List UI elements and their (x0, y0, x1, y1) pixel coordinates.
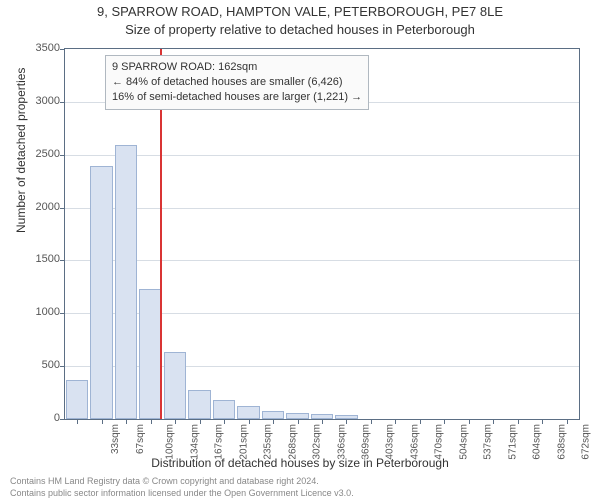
y-tick-label: 1000 (20, 306, 60, 318)
grid-line (65, 208, 579, 209)
chart-container: 9, SPARROW ROAD, HAMPTON VALE, PETERBORO… (0, 0, 600, 500)
y-tick-mark (60, 313, 65, 314)
x-tick-mark (77, 419, 78, 424)
x-tick-label: 537sqm (483, 424, 494, 460)
y-tick-mark (60, 49, 65, 50)
x-tick-label: 672sqm (581, 424, 592, 460)
x-tick-mark (151, 419, 152, 424)
x-tick-label: 235sqm (263, 424, 274, 460)
x-tick-label: 470sqm (434, 424, 445, 460)
y-tick-mark (60, 366, 65, 367)
x-tick-label: 268sqm (287, 424, 298, 460)
y-tick-mark (60, 419, 65, 420)
chart-subtitle: Size of property relative to detached ho… (0, 22, 600, 37)
annotation-box: 9 SPARROW ROAD: 162sqm ← 84% of detached… (105, 55, 369, 110)
chart-title-address: 9, SPARROW ROAD, HAMPTON VALE, PETERBORO… (0, 4, 600, 19)
y-tick-label: 500 (20, 359, 60, 371)
histogram-bar (66, 380, 89, 419)
x-tick-mark (126, 419, 127, 424)
x-tick-label: 403sqm (385, 424, 396, 460)
x-tick-label: 436sqm (410, 424, 421, 460)
x-tick-label: 638sqm (556, 424, 567, 460)
y-tick-label: 2500 (20, 148, 60, 160)
y-tick-mark (60, 208, 65, 209)
histogram-bar (139, 289, 162, 419)
plot-area: 9 SPARROW ROAD: 162sqm ← 84% of detached… (64, 48, 580, 420)
y-tick-label: 2000 (20, 201, 60, 213)
annotation-line1: 9 SPARROW ROAD: 162sqm (112, 60, 362, 75)
histogram-bar (90, 166, 113, 419)
x-tick-label: 302sqm (312, 424, 323, 460)
x-tick-label: 167sqm (214, 424, 225, 460)
y-tick-label: 0 (20, 412, 60, 424)
y-tick-label: 3000 (20, 95, 60, 107)
histogram-bar (188, 390, 211, 419)
x-tick-label: 369sqm (361, 424, 372, 460)
y-tick-mark (60, 102, 65, 103)
y-tick-label: 3500 (20, 42, 60, 54)
footer-copyright-2: Contains public sector information licen… (10, 488, 590, 498)
x-tick-label: 134sqm (189, 424, 200, 460)
x-tick-label: 504sqm (458, 424, 469, 460)
x-tick-label: 604sqm (532, 424, 543, 460)
annotation-line3: 16% of semi-detached houses are larger (… (112, 90, 362, 105)
x-tick-label: 336sqm (336, 424, 347, 460)
histogram-bar (213, 400, 236, 419)
histogram-bar (262, 411, 285, 419)
y-tick-mark (60, 260, 65, 261)
footer-copyright-1: Contains HM Land Registry data © Crown c… (10, 476, 590, 486)
x-tick-label: 100sqm (165, 424, 176, 460)
x-tick-label: 67sqm (135, 424, 146, 454)
x-tick-label: 571sqm (507, 424, 518, 460)
histogram-bar (237, 406, 260, 419)
x-tick-mark (102, 419, 103, 424)
x-tick-label: 201sqm (238, 424, 249, 460)
histogram-bar (115, 145, 138, 419)
grid-line (65, 155, 579, 156)
annotation-line2: ← 84% of detached houses are smaller (6,… (112, 75, 362, 90)
x-tick-label: 33sqm (110, 424, 121, 454)
y-tick-mark (60, 155, 65, 156)
y-tick-label: 1500 (20, 253, 60, 265)
histogram-bar (164, 352, 187, 419)
grid-line (65, 260, 579, 261)
